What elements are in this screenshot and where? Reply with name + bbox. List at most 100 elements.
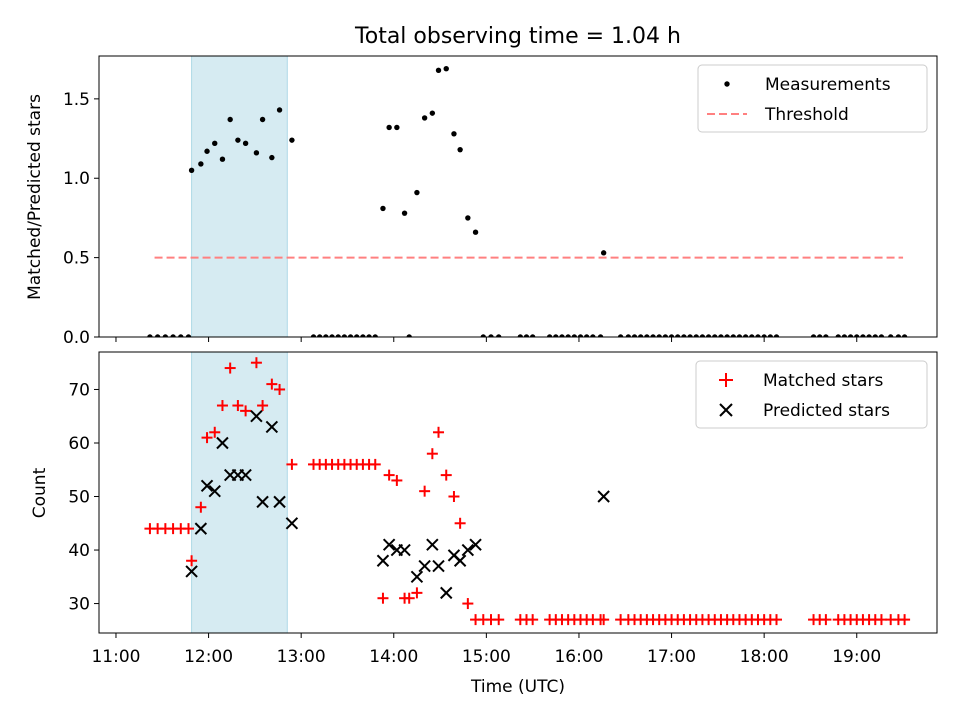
measurement-point	[227, 116, 233, 123]
measurement-point	[571, 334, 578, 337]
figure-title: Total observing time = 1.04 h	[354, 24, 681, 49]
measurement-point	[347, 334, 354, 337]
top-shaded-interval	[191, 56, 288, 337]
measurement-point	[523, 334, 530, 337]
top-plot-area	[147, 56, 908, 337]
matched-star-point	[875, 614, 887, 626]
measurement-point	[406, 334, 412, 337]
bottom-x-tick-label: 16:00	[554, 647, 603, 667]
measurement-point	[767, 334, 774, 337]
measurement-point	[354, 334, 360, 337]
bottom-y-axis: 30 40 50 60 70	[68, 380, 99, 615]
measurement-point	[559, 334, 565, 337]
measurement-point	[269, 154, 275, 161]
predicted-star-point	[440, 586, 453, 600]
legend-predicted-label: Predicted stars	[763, 401, 890, 421]
measurement-point	[617, 334, 624, 337]
measurement-point	[817, 334, 823, 337]
predicted-star-point	[469, 538, 482, 551]
bottom-x-tick-label: 15:00	[462, 647, 511, 667]
matched-star-point	[209, 426, 221, 438]
matched-star-point	[411, 587, 423, 599]
measurement-point	[895, 334, 902, 337]
measurement-point	[668, 334, 675, 337]
bottom-plot-area	[144, 352, 911, 633]
measurement-point	[435, 67, 442, 73]
measurement-point	[656, 334, 662, 337]
matched-star-point	[448, 491, 460, 503]
bottom-x-tick-label: 12:00	[184, 647, 233, 667]
measurement-point	[170, 334, 176, 337]
legend-measurements-label: Measurements	[765, 75, 891, 95]
bottom-y-tick-label: 30	[68, 595, 90, 615]
top-y-tick-label: 0.0	[63, 328, 90, 348]
bottom-panel: 30 40 50 60 70 11:00 12:00 13:00 14:00 15:00 16:0…	[30, 351, 938, 697]
bottom-y-axis-label: Count	[30, 467, 50, 518]
top-panel: 0.0 0.5 1.0 1.5 Matched/Predicted stars Mea…	[25, 55, 938, 348]
predicted-star-point	[250, 410, 263, 423]
top-y-axis: 0.0 0.5 1.0 1.5	[63, 90, 99, 348]
predicted-star-point	[597, 490, 610, 503]
top-legend: Measurements Threshold	[697, 64, 928, 133]
top-x-axis	[115, 337, 858, 342]
measurement-point	[823, 334, 829, 337]
matched-star-point	[183, 523, 195, 535]
measurement-point	[204, 148, 210, 154]
measurement-point	[675, 334, 681, 337]
measurement-point	[761, 334, 767, 337]
measurement-point	[553, 334, 559, 337]
measurement-point	[718, 334, 724, 337]
matched-star-point	[598, 614, 610, 626]
measurement-point	[329, 334, 335, 337]
matched-star-point	[195, 501, 207, 513]
measurement-point	[372, 334, 378, 337]
measurement-point	[360, 334, 366, 337]
measurement-point	[810, 334, 817, 337]
measurement-point	[316, 334, 323, 337]
measurement-point	[736, 334, 743, 337]
bottom-legend-box	[695, 360, 928, 429]
measurement-point	[841, 334, 848, 337]
measurement-point	[724, 334, 730, 337]
matched-star-point	[250, 357, 262, 369]
measurement-point	[323, 334, 329, 337]
measurement-point	[162, 334, 169, 337]
measurement-point	[185, 334, 192, 337]
matched-star-point	[216, 400, 228, 412]
measurement-point	[394, 124, 400, 131]
legend-matched-marker	[719, 373, 733, 387]
predicted-star-point	[432, 559, 445, 573]
predicted-star-point	[426, 538, 439, 551]
matched-star-point	[454, 517, 466, 529]
bottom-series-matched-stars	[144, 357, 911, 626]
measurement-point	[597, 334, 604, 337]
matched-star-point	[369, 458, 381, 470]
matched-star-point	[391, 474, 403, 486]
measurement-point	[480, 334, 486, 337]
measurement-point	[681, 334, 687, 337]
measurement-point	[631, 334, 638, 337]
measurement-point	[590, 334, 596, 337]
matched-star-point	[186, 555, 198, 567]
measurement-point	[866, 334, 872, 337]
measurement-point	[650, 334, 656, 337]
measurement-point	[712, 334, 718, 337]
bottom-x-tick-label: 11:00	[91, 647, 140, 667]
matched-star-point	[426, 448, 438, 460]
bottom-x-axis: 11:00 12:00 13:00 14:00 15:00 16:00 17:00 18:00…	[91, 633, 881, 667]
measurement-point	[878, 334, 885, 337]
measurement-point	[457, 146, 463, 153]
bottom-x-axis-label: Time (UTC)	[470, 677, 565, 697]
measurement-point	[687, 334, 693, 337]
measurement-point	[565, 334, 571, 337]
predicted-star-point	[216, 436, 229, 450]
measurement-point	[755, 334, 761, 337]
measurement-point	[154, 334, 161, 337]
measurement-point	[705, 334, 712, 337]
measurement-point	[443, 66, 449, 72]
legend-threshold-label: Threshold	[764, 105, 849, 125]
measurement-point	[178, 334, 184, 337]
predicted-star-point	[285, 517, 299, 530]
measurement-point	[188, 167, 195, 174]
